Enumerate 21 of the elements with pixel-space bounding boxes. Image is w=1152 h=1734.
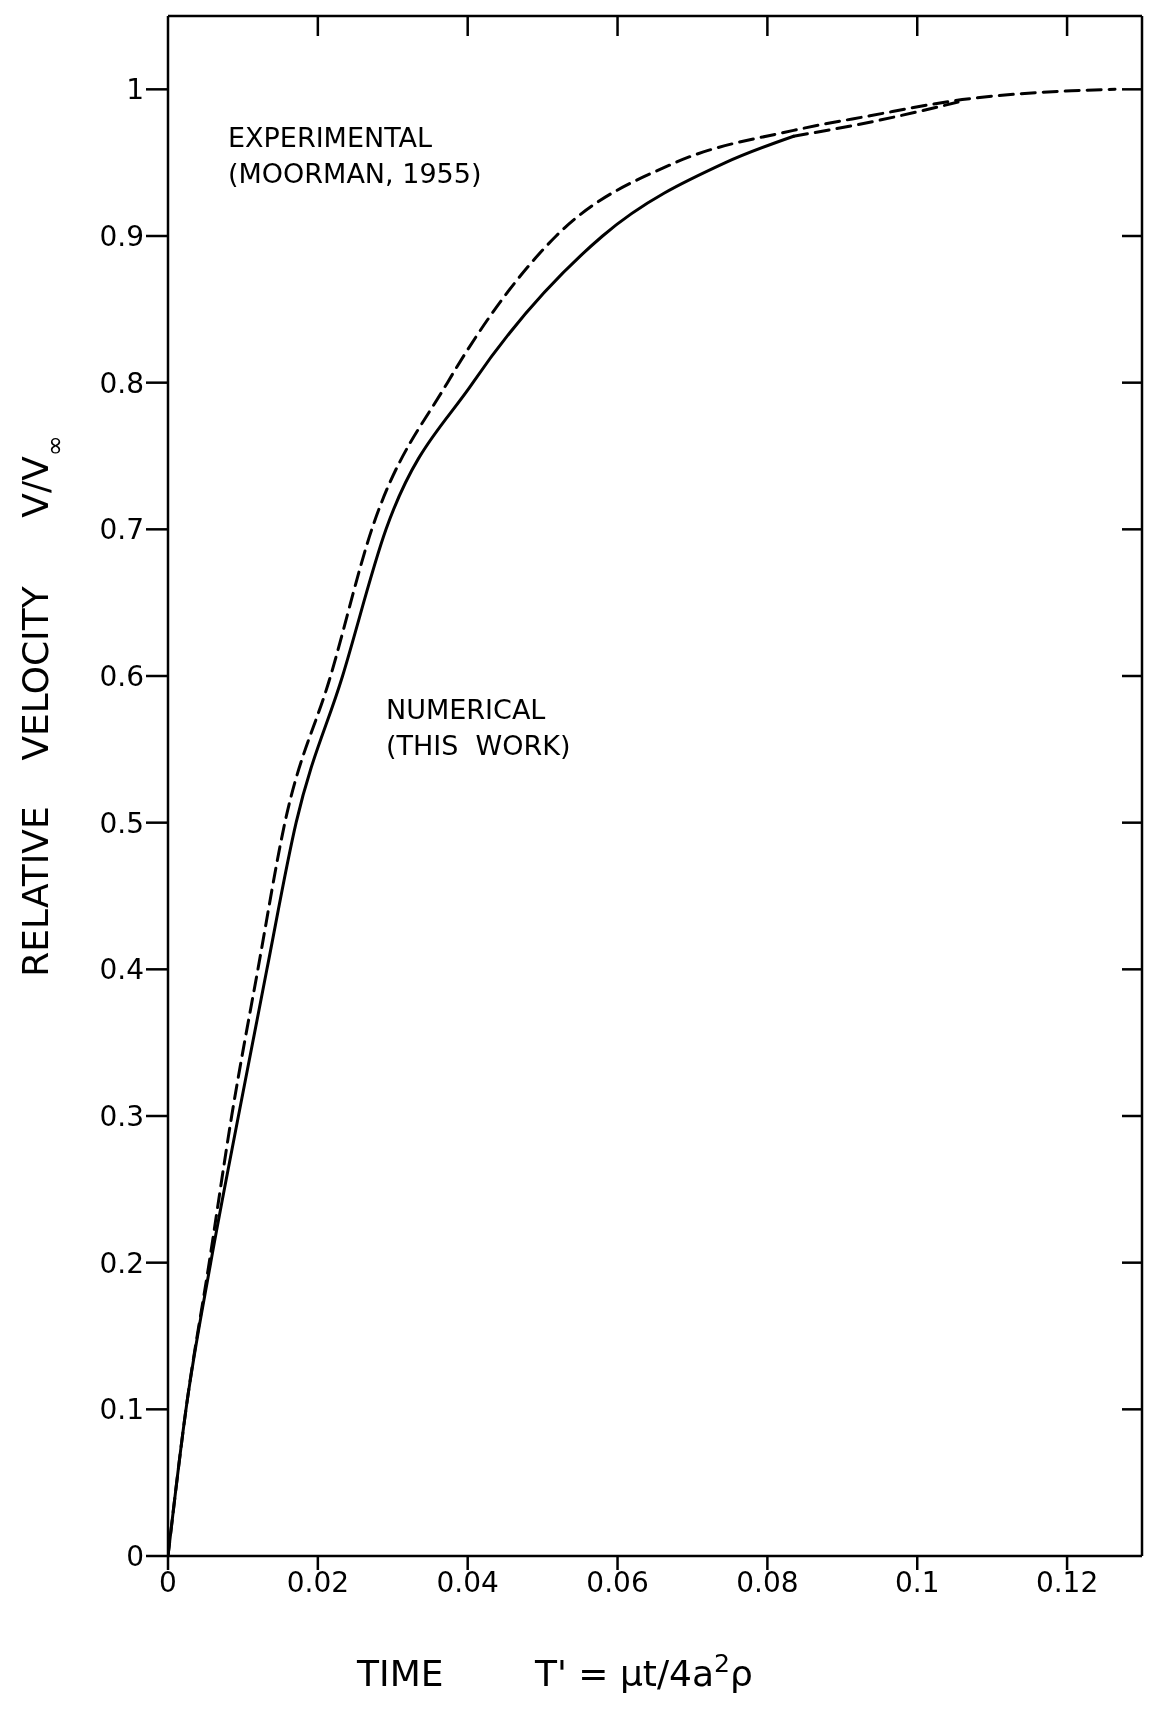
annotation: NUMERICAL (THIS WORK) bbox=[386, 693, 571, 763]
x-tick-label: 0.12 bbox=[1035, 1565, 1099, 1599]
y-tick-label: 0.3 bbox=[99, 1099, 144, 1133]
y-tick-label: 0.6 bbox=[99, 659, 144, 693]
x-tick-label: 0.06 bbox=[586, 1565, 649, 1599]
x-tick-label: 0.1 bbox=[894, 1565, 940, 1599]
y-tick-label: 0.2 bbox=[99, 1246, 144, 1280]
y-tick-label: 0.4 bbox=[99, 953, 144, 987]
y-tick-label: 0.5 bbox=[99, 806, 144, 840]
x-tick-label: 0 bbox=[159, 1565, 177, 1599]
x-axis-title: TIME T' = μt/4a$^{2}$ρ bbox=[356, 1648, 753, 1694]
x-tick-label: 0.02 bbox=[286, 1565, 350, 1599]
y-tick-label: 0.7 bbox=[99, 513, 144, 547]
y-tick-label: 0.1 bbox=[99, 1393, 144, 1427]
x-tick-label: 0.04 bbox=[436, 1565, 499, 1599]
x-tick-label: 0.08 bbox=[736, 1565, 799, 1599]
y-tick-label: 0.9 bbox=[99, 219, 144, 253]
y-tick-label: 0.8 bbox=[99, 366, 144, 400]
annotation: EXPERIMENTAL (MOORMAN, 1955) bbox=[228, 121, 482, 191]
y-tick-label: 1 bbox=[126, 73, 144, 107]
y-tick-label: 0 bbox=[126, 1539, 144, 1573]
